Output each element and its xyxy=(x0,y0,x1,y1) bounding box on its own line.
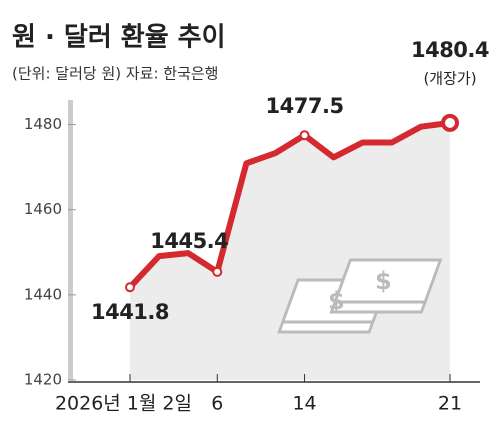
point-marker xyxy=(441,113,459,132)
point-marker xyxy=(125,282,135,293)
y-tick-label: 1420 xyxy=(24,371,62,389)
point-marker xyxy=(212,266,223,277)
x-tick-label: 6 xyxy=(211,393,223,415)
y-tick-label: 1460 xyxy=(24,200,62,218)
point-marker xyxy=(299,130,310,141)
y-tick-label: 1440 xyxy=(24,285,62,303)
svg-text:$: $ xyxy=(375,267,392,295)
x-tick-label: 21 xyxy=(438,393,462,415)
data-label: 1445.4 xyxy=(150,229,228,253)
y-tick-label: 1480 xyxy=(24,115,62,133)
x-tick-label: 14 xyxy=(292,393,316,415)
svg-text:$: $ xyxy=(328,287,345,315)
annotation: (개장가) xyxy=(423,69,476,87)
x-tick-label: 2026년 1월 2일 xyxy=(55,393,192,415)
chart-subtitle: (단위: 달러당 원) 자료: 한국은행 xyxy=(12,65,219,83)
data-label: 1477.5 xyxy=(266,94,344,118)
line xyxy=(127,119,453,291)
plot-background xyxy=(68,100,73,380)
data-label: 1480.4 xyxy=(411,38,489,62)
money-icon: $ $ xyxy=(277,258,443,334)
chart-title: 원 · 달러 환율 추이 xyxy=(12,23,226,53)
data-label: 1441.8 xyxy=(91,300,169,324)
